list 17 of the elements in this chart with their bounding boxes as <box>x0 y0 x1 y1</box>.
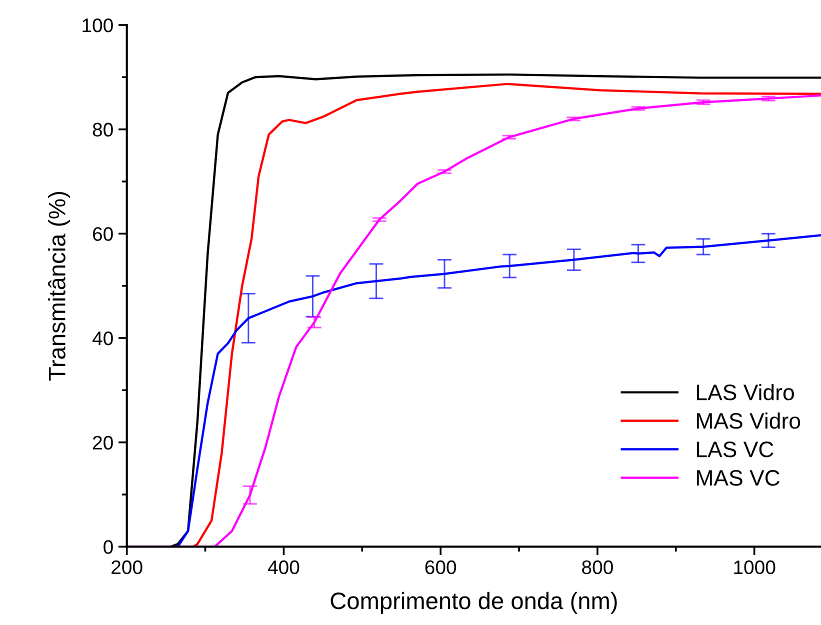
x-tick-label: 400 <box>268 560 300 574</box>
y-tick-label: 0 <box>104 540 113 554</box>
x-tick-label: 1000 <box>734 560 776 574</box>
y-tick-label: 40 <box>92 331 113 346</box>
y-axis-title: Transmitância (%) <box>48 192 70 381</box>
y-tick-label: 60 <box>93 227 113 241</box>
legend-label: MAS VC <box>697 470 780 486</box>
legend-label: LAS VC <box>697 442 774 458</box>
x-tick-label: 600 <box>425 560 456 574</box>
x-tick-label: 200 <box>112 560 142 574</box>
legend-label: LAS Vidro <box>697 384 794 400</box>
y-tick-label: 100 <box>82 18 113 32</box>
x-tick-label: 800 <box>582 560 613 574</box>
y-tick-label: 20 <box>93 436 113 450</box>
x-axis-title: Comprimento de onda (nm) <box>330 592 617 614</box>
y-tick-label: 80 <box>92 122 113 137</box>
legend-label: MAS Vidro <box>697 412 800 429</box>
